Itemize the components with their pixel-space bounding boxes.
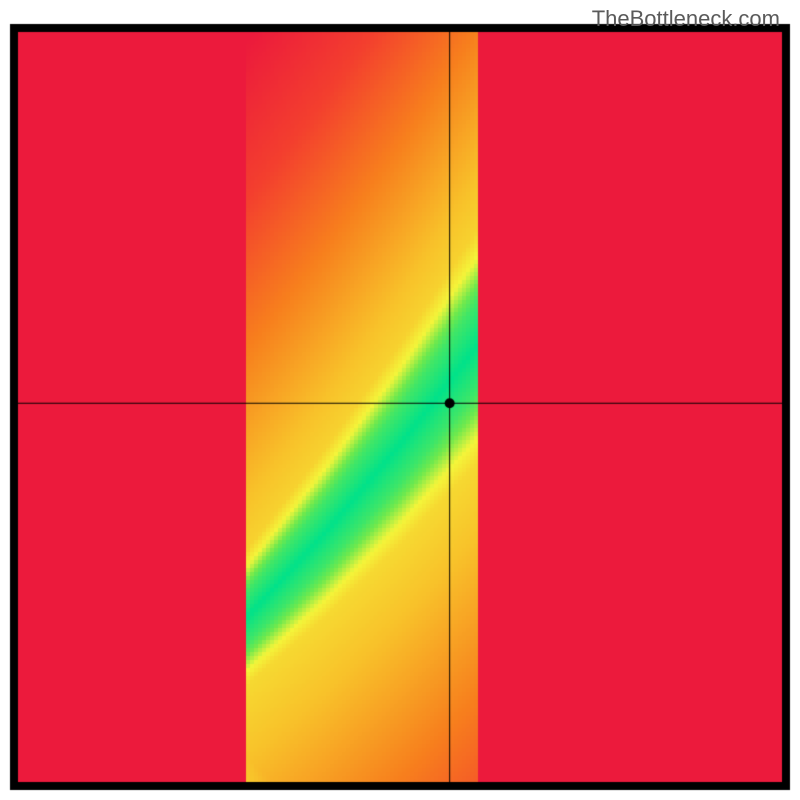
chart-container: TheBottleneck.com	[0, 0, 800, 800]
bottleneck-heatmap	[0, 0, 800, 800]
watermark-text: TheBottleneck.com	[592, 6, 780, 32]
